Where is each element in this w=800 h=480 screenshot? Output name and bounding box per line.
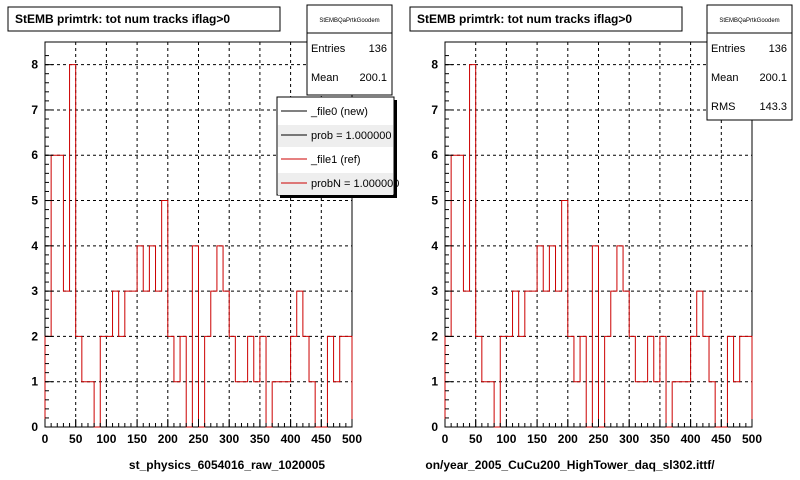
left-ytick-label-2: 2 bbox=[31, 329, 38, 343]
right-ytick-label-7: 7 bbox=[431, 103, 438, 117]
left-xtick-label-8: 400 bbox=[281, 432, 301, 446]
left-x-axis-label: st_physics_6054016_raw_1020005 bbox=[129, 458, 325, 472]
left-legend-label-3: probN = 1.000000 bbox=[311, 178, 399, 190]
left-legend-band bbox=[278, 173, 393, 195]
left-stats-box bbox=[306, 4, 393, 96]
left-stats-mean-label: Mean bbox=[311, 72, 339, 84]
right-ytick-label-5: 5 bbox=[431, 194, 438, 208]
right-xtick-label-4: 200 bbox=[558, 432, 578, 446]
left-ytick-label-1: 1 bbox=[31, 375, 38, 389]
left-legend-label-0: _file0 (new) bbox=[310, 106, 368, 118]
right-ytick-label-3: 3 bbox=[431, 284, 438, 298]
left-ytick-label-5: 5 bbox=[31, 194, 38, 208]
left-ytick-label-8: 8 bbox=[31, 58, 38, 72]
left-xtick-label-2: 100 bbox=[96, 432, 116, 446]
right-title-box bbox=[409, 6, 683, 32]
left-ytick-label-0: 0 bbox=[31, 420, 38, 434]
left-stats-entries-label: Entries bbox=[311, 43, 346, 55]
right-stats-rms-value: 143.3 bbox=[759, 101, 787, 113]
right-stats-entries-label: Entries bbox=[711, 43, 746, 55]
right-xtick-label-9: 450 bbox=[711, 432, 731, 446]
right-stats-mean-label: Mean bbox=[711, 72, 739, 84]
left-xtick-label-1: 50 bbox=[69, 432, 83, 446]
right-ytick-label-0: 0 bbox=[431, 420, 438, 434]
left-histogram-series bbox=[44, 64, 353, 428]
left-chart-title: StEMB primtrk: tot num tracks iflag>0 bbox=[15, 12, 230, 26]
left-xtick-label-4: 200 bbox=[158, 432, 178, 446]
right-ytick-label-1: 1 bbox=[431, 375, 438, 389]
right-chart-title: StEMB primtrk: tot num tracks iflag>0 bbox=[417, 12, 632, 26]
right-xtick-label-2: 100 bbox=[496, 432, 516, 446]
right-xtick-label-7: 350 bbox=[650, 432, 670, 446]
left-xtick-label-9: 450 bbox=[311, 432, 331, 446]
left-xtick-label-10: 500 bbox=[342, 432, 362, 446]
right-xtick-label-3: 150 bbox=[527, 432, 547, 446]
right-ytick-label-4: 4 bbox=[431, 239, 438, 253]
left-title-box bbox=[7, 6, 281, 32]
right-xtick-label-8: 400 bbox=[681, 432, 701, 446]
right-stats-mean-value: 200.1 bbox=[759, 72, 787, 84]
right-xtick-label-6: 300 bbox=[619, 432, 639, 446]
right-ytick-label-6: 6 bbox=[431, 148, 438, 162]
right-stats-rms-label: RMS bbox=[711, 101, 735, 113]
right-xtick-label-0: 0 bbox=[442, 432, 449, 446]
left-xtick-label-0: 0 bbox=[42, 432, 49, 446]
left-xtick-label-7: 350 bbox=[250, 432, 270, 446]
right-x-axis-label: on/year_2005_CuCu200_HighTower_daq_sl302… bbox=[425, 458, 715, 472]
left-xtick-label-3: 150 bbox=[127, 432, 147, 446]
left-ytick-label-7: 7 bbox=[31, 103, 38, 117]
right-xtick-label-1: 50 bbox=[469, 432, 483, 446]
right-histogram-series bbox=[444, 64, 753, 428]
right-ytick-label-2: 2 bbox=[431, 329, 438, 343]
right-xtick-label-10: 500 bbox=[742, 432, 762, 446]
right-ytick-label-8: 8 bbox=[431, 58, 438, 72]
right-stats-entries-value: 136 bbox=[769, 43, 787, 55]
left-stats-mean-value: 200.1 bbox=[359, 72, 387, 84]
left-ytick-label-3: 3 bbox=[31, 284, 38, 298]
right-stats-box bbox=[706, 4, 793, 121]
left-stats-entries-value: 136 bbox=[369, 43, 387, 55]
right-stats-name: StEMBQaPrtkGoodem bbox=[719, 18, 779, 24]
left-legend-label-2: _file1 (ref) bbox=[310, 154, 361, 166]
left-ytick-label-4: 4 bbox=[31, 239, 38, 253]
left-stats-name: StEMBQaPrtkGoodem bbox=[319, 18, 379, 24]
left-legend-band bbox=[278, 125, 393, 147]
left-xtick-label-5: 250 bbox=[188, 432, 208, 446]
left-legend-label-1: prob = 1.000000 bbox=[311, 130, 391, 142]
left-ytick-label-6: 6 bbox=[31, 148, 38, 162]
left-xtick-label-6: 300 bbox=[219, 432, 239, 446]
right-xtick-label-5: 250 bbox=[588, 432, 608, 446]
